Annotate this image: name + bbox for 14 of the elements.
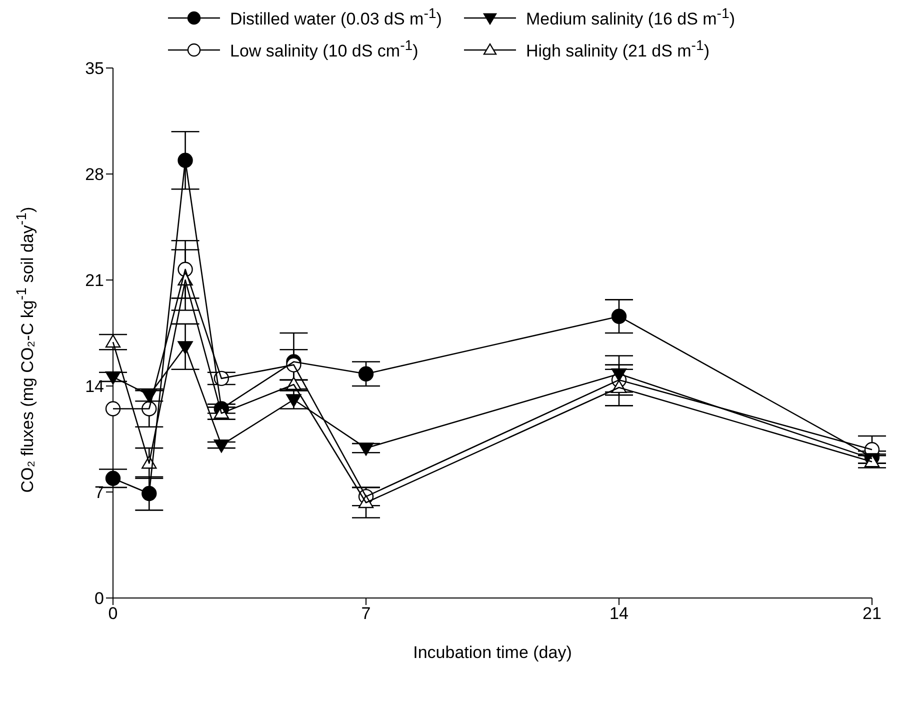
x-tick-label: 7 (361, 604, 371, 624)
y-tick-label: 35 (85, 59, 104, 78)
legend-label: Low salinity (10 dS cm$^{-1}$) (230, 38, 418, 62)
x-axis-title: Incubation time (day) (413, 643, 572, 662)
y-tick-label: 28 (85, 165, 104, 184)
y-tick-label: 21 (85, 271, 104, 290)
x-tick-label: 0 (108, 604, 118, 624)
legend-label: Medium salinity (16 dS m$^{-1}$) (526, 6, 736, 30)
y-tick-label: 14 (85, 377, 104, 396)
legend-label: Distilled water (0.03 dS m$^{-1}$) (230, 6, 442, 30)
x-tick-label: 14 (610, 604, 628, 624)
y-tick-label: 0 (94, 589, 104, 608)
x-tick-label: 21 (862, 604, 882, 624)
legend-label: High salinity (21 dS m$^{-1}$) (526, 38, 710, 62)
